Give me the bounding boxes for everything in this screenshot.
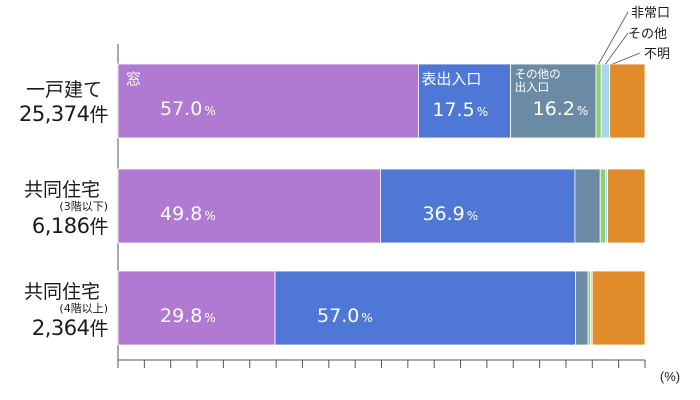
category-note-2: (4階以上) <box>59 301 108 315</box>
bar-segment-5-2 <box>591 270 646 346</box>
bar-segment-1-1 <box>380 168 576 244</box>
bar-segment-0-0 <box>117 63 419 139</box>
category-name-0: 一戸建て <box>26 79 102 101</box>
callout-label-hijouguchi: 非常口 <box>631 6 670 21</box>
callout-line-hijouguchi <box>598 11 629 65</box>
category-note-1: (3階以下) <box>59 199 108 213</box>
bar-segment-3-0 <box>595 63 602 139</box>
callout-line-sonota <box>605 32 629 65</box>
category-count-1: 6,186件 <box>32 214 109 238</box>
value-label-2-0: 16.2% <box>533 98 589 120</box>
category-name-1: 共同住宅 <box>24 179 100 201</box>
callout-label-fumei: 不明 <box>644 47 670 62</box>
value-label-0-2: 29.8% <box>160 305 216 327</box>
bar-segment-0-1 <box>117 168 381 244</box>
value-label-0-0: 57.0% <box>160 98 216 120</box>
x-unit-label: (%) <box>660 369 680 384</box>
bar-segment-2-1 <box>574 168 601 244</box>
callout-line-fumei <box>612 52 641 65</box>
bar-segment-2-0 <box>510 63 597 139</box>
value-label-1-1: 36.9% <box>422 203 478 225</box>
value-label-1-2: 57.0% <box>317 305 373 327</box>
value-label-1-0: 17.5% <box>432 99 488 121</box>
segment-name-sonota-de-2: 出入口 <box>515 80 550 94</box>
bar-segment-1-0 <box>417 63 512 139</box>
category-count-0: 25,374件 <box>19 102 108 126</box>
segment-name-mado: 窓 <box>126 70 141 88</box>
category-count-2: 2,364件 <box>32 316 109 340</box>
bar-segment-5-0 <box>609 63 646 139</box>
category-name-2: 共同住宅 <box>24 281 100 303</box>
segment-name-sonota-de-1: その他の <box>515 67 561 81</box>
value-label-0-1: 49.8% <box>160 203 216 225</box>
callout-label-sonota: その他 <box>628 27 667 42</box>
bar-segment-1-2 <box>274 270 576 346</box>
bar-segment-3-1 <box>599 168 606 244</box>
bar-segment-4-0 <box>600 63 611 139</box>
bar-segment-2-2 <box>575 270 589 346</box>
segment-name-omote: 表出入口 <box>421 70 481 88</box>
bar-segment-0-2 <box>117 270 276 346</box>
bar-segment-5-1 <box>607 168 646 244</box>
